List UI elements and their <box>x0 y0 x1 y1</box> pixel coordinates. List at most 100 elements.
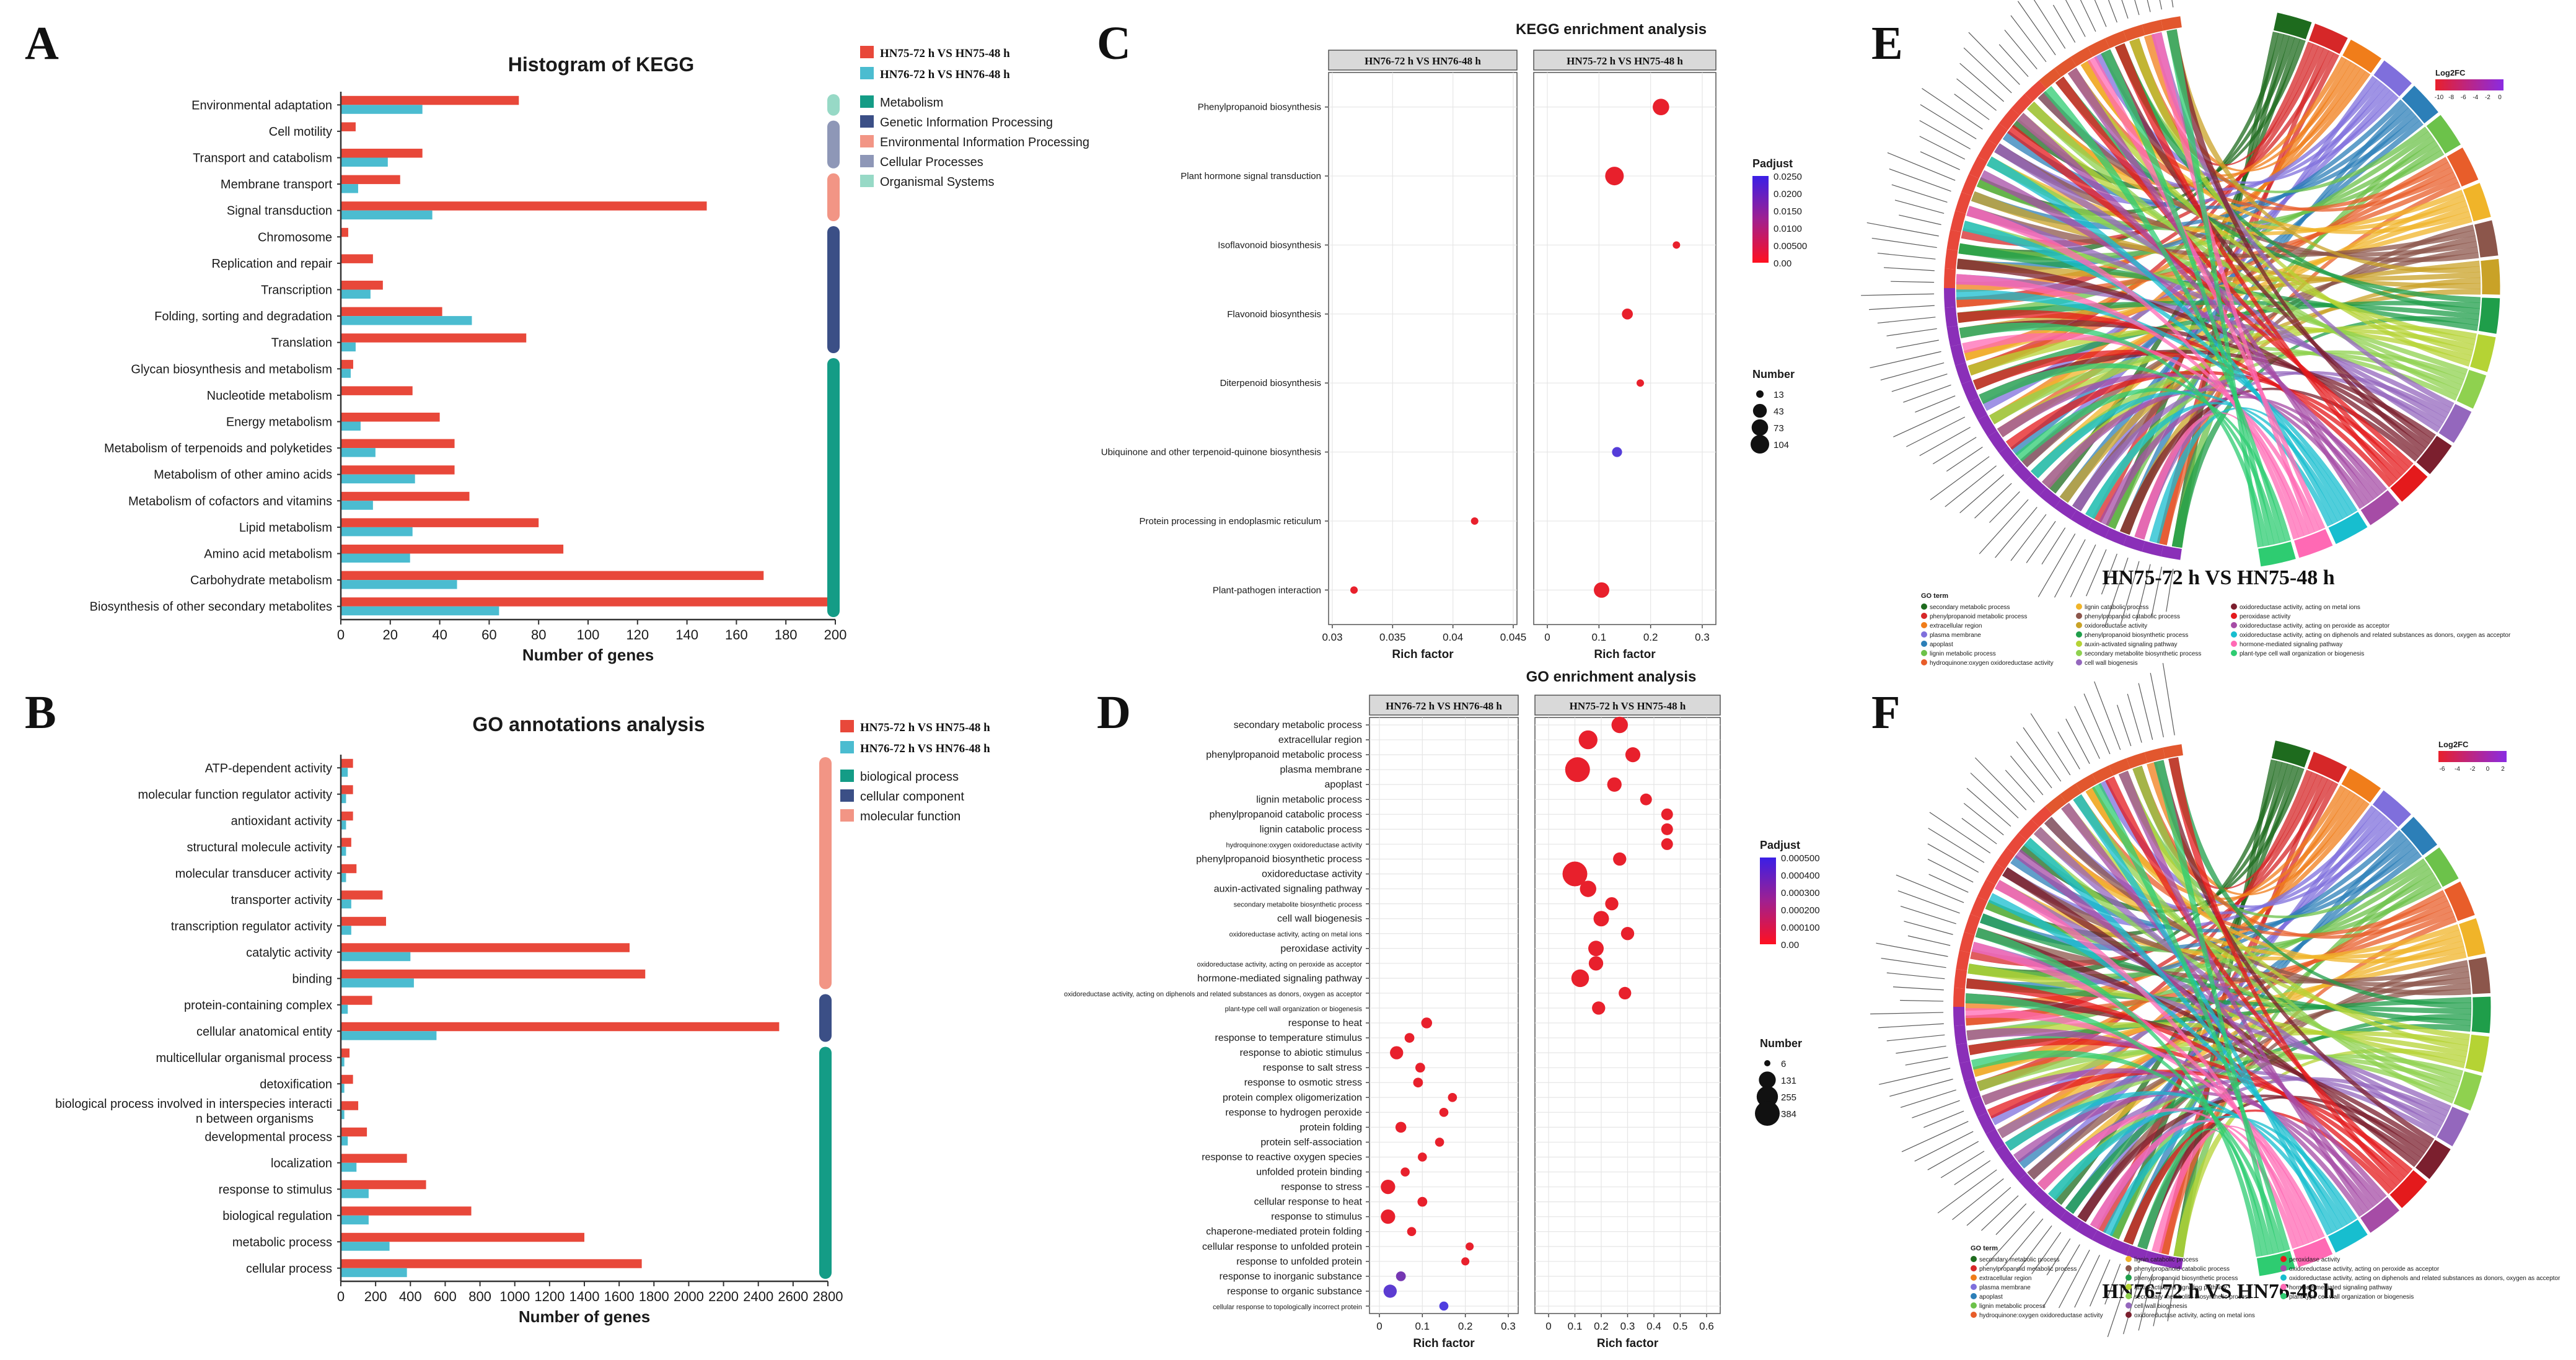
category-label-nucleotide-metabolism: Nucleotide metabolism <box>207 389 332 403</box>
term-arc-plasma-membrane <box>2373 59 2413 97</box>
chord-ribbon <box>2143 33 2366 172</box>
dot-response-to-unfolded-protein <box>1461 1257 1470 1266</box>
chord-ribbon <box>2061 802 2378 1207</box>
gene-arc <box>2024 80 2047 102</box>
chord-ribbon <box>2134 411 2305 540</box>
bar-series2-glycan-biosynthesis-and-metabo <box>341 369 351 378</box>
dot-ubiquinone-and-other-terpenoid <box>1612 447 1622 457</box>
gene-label-mark <box>2101 553 2117 595</box>
gene-label-mark <box>1974 483 2012 519</box>
x-tick-label: 0.3 <box>1620 1320 1635 1332</box>
group-bar <box>827 226 840 353</box>
number-legend-label: 104 <box>1774 440 1789 450</box>
gene-label-mark <box>1989 491 2020 523</box>
padjust-tick-label: 0.000400 <box>1781 871 1820 881</box>
panel-f-chord-hn76: Log2FC -6 -4 -2 0 2 HN76-72 h VS HN76-48 h GO t… <box>1870 663 2561 1338</box>
gene-label-mark <box>2122 1271 2142 1335</box>
category-label-plant-hormone-signal-transduction: Plant hormone signal transduction <box>1180 171 1321 182</box>
category-label-line: biological process involved in interspec… <box>55 1097 332 1111</box>
chord-ribbon <box>2114 43 2398 484</box>
dot-phenylpropanoid-biosynthesis <box>1653 99 1669 115</box>
bar-series2-transport-and-catabolism <box>341 157 388 167</box>
category-label-amino-acid-metabolism: Amino acid metabolism <box>204 548 332 561</box>
category-label-metabolism-of-other-amino-acids: Metabolism of other amino acids <box>154 468 332 482</box>
category-label-extracellular-region: extracellular region <box>1278 735 1362 745</box>
category-label-metabolic-process: metabolic process <box>232 1235 332 1249</box>
gene-label-mark <box>1998 44 2029 77</box>
panel-letter-e: E <box>1871 17 1903 69</box>
chord-ribbon <box>1997 372 2370 506</box>
term-arc-secondary-metabolite-biosynthe <box>2456 369 2487 410</box>
chord-ribbon <box>2091 783 2290 1252</box>
gene-label-mark <box>1974 757 2027 810</box>
category-label-isoflavonoid-biosynthesis: Isoflavonoid biosynthesis <box>1218 240 1321 250</box>
gene-arc <box>2087 38 2110 57</box>
category-label-transcription: Transcription <box>261 284 332 297</box>
term-arc-phenylpropanoid-biosynthetic-p <box>2471 996 2492 1034</box>
go-term-legend-dot <box>2076 650 2082 656</box>
dot-oxidoreductase-activity <box>1562 861 1588 887</box>
facet-strip <box>1328 50 1518 71</box>
go-term-legend-label: lignin metabolic process <box>1930 651 1996 657</box>
panel-b-go-annotations: GO annotations analysis ATP-dependent act… <box>55 713 990 1326</box>
number-legend-label: 43 <box>1774 406 1784 417</box>
go-term-legend-dot <box>2076 631 2082 638</box>
gene-label-mark <box>1883 267 1935 271</box>
gene-label-mark <box>2065 718 2090 764</box>
category-label-response-to-abiotic-stimulus: response to abiotic stimulus <box>1240 1048 1362 1058</box>
category-label-multicellular-organismal-process: multicellular organismal process <box>156 1051 332 1065</box>
chord-ribbon <box>1989 346 2458 424</box>
bar-series2-metabolism-of-cofactors-and-vi <box>341 501 373 510</box>
x-tick-label: 80 <box>531 627 546 643</box>
dot-diterpenoid-biosynthesis <box>1637 379 1644 387</box>
x-axis-title: Rich factor <box>1594 648 1656 661</box>
gene-arc <box>1956 950 1971 971</box>
dot-plant-pathogen-interaction <box>1350 586 1358 594</box>
padjust-tick-label: 0.000200 <box>1781 905 1820 916</box>
gene-label-mark <box>2005 770 2035 803</box>
gene-label-mark <box>1861 293 1935 296</box>
group-swatch-molecular-function <box>840 809 854 822</box>
gene-label-mark <box>1945 465 1997 507</box>
go-term-legend-label: oxidoreductase activity, acting on perox… <box>2289 1266 2440 1273</box>
gene-arc <box>1946 325 1961 347</box>
gene-arc <box>1956 1043 1971 1064</box>
gene-label-mark <box>2000 1218 2044 1270</box>
chart-title: Histogram of KEGG <box>508 53 694 76</box>
go-term-legend-label: peroxidase activity <box>2289 1257 2340 1263</box>
x-tick-label: 120 <box>626 627 649 643</box>
dot-protein-complex-oligomerizatio <box>1448 1092 1457 1102</box>
gene-arc <box>1977 1112 1996 1134</box>
bar-series1-structural-molecule-activity <box>341 838 351 847</box>
x-tick-label: 2400 <box>743 1289 773 1304</box>
number-legend: Number 6 131 255 384 <box>1755 1037 1802 1126</box>
go-term-legend-dot <box>1971 1284 1977 1290</box>
gene-label-mark <box>1963 802 2004 836</box>
go-term-legend-label: oxidoreductase activity, acting on metal… <box>2134 1312 2255 1319</box>
term-arc-plant-type-cell-wall-organizat <box>2257 540 2297 568</box>
bar-series1-catalytic-activity <box>341 943 630 952</box>
x-tick-label: 160 <box>725 627 748 643</box>
x-tick-label: 140 <box>675 627 698 643</box>
facet-1: HN76-72 h VS HN76-48 h 0 0.1 0.2 0.3 Rich fac… <box>1369 695 1519 1350</box>
log2fc-tick-label: -8 <box>2448 94 2454 101</box>
dot-flavonoid-biosynthesis <box>1622 308 1633 320</box>
bar-series1-atp-dependent-activity <box>341 758 353 768</box>
bar-series1-glycan-biosynthesis-and-metabo <box>341 359 353 369</box>
x-axis-title: Number of genes <box>522 646 654 664</box>
category-label-cellular-response-to-unfolded-protein: cellular response to unfolded protein <box>1202 1242 1362 1252</box>
chord-ribbon <box>1966 206 2299 540</box>
category-label-plasma-membrane: plasma membrane <box>1280 765 1363 775</box>
bar-series1-transcription-regulator-activi <box>341 916 386 926</box>
legend-swatch-2 <box>860 67 874 79</box>
gene-label-mark <box>2134 0 2140 15</box>
category-label-response-to-salt-stress: response to salt stress <box>1263 1063 1362 1073</box>
gene-label-mark <box>2153 1276 2164 1327</box>
gene-label-mark <box>2138 683 2153 740</box>
group-label-biological-process: biological process <box>860 770 959 784</box>
chord-ribbon <box>2132 765 2455 1104</box>
gene-label-mark <box>2138 1273 2153 1331</box>
chord-title: HN76-72 h VS HN76-48 h <box>2102 1280 2334 1303</box>
gene-label-mark <box>1954 94 1990 120</box>
gene-label-mark <box>1981 1195 2019 1231</box>
